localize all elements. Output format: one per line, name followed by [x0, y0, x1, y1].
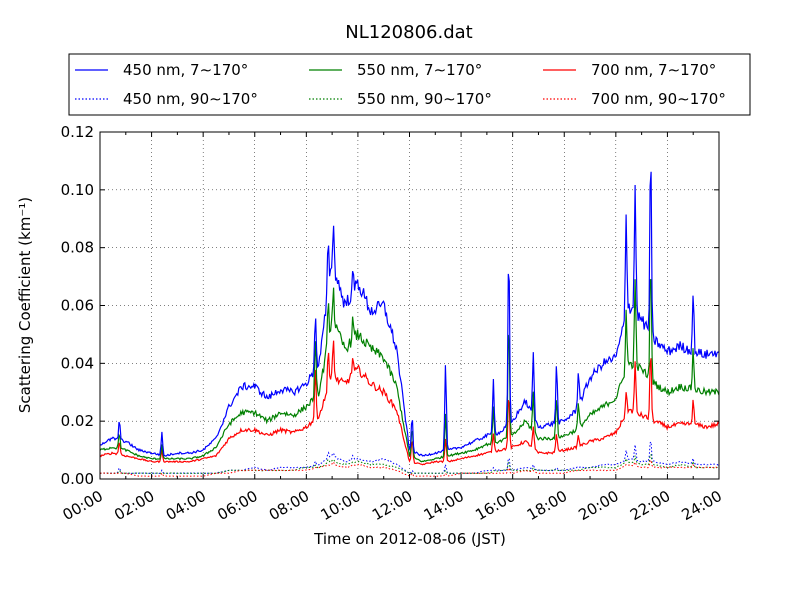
series-line-1 [99, 171, 720, 457]
x-tick-label: 18:00 [524, 487, 570, 524]
y-tick-label: 0.06 [61, 297, 94, 315]
x-tick-label: 06:00 [214, 487, 260, 524]
legend-label-5: 550 nm, 90∼170° [357, 90, 492, 108]
x-tick-label: 10:00 [317, 487, 363, 524]
legend: 450 nm, 7∼170° 550 nm, 7∼170° 700 nm, 7∼17… [68, 53, 751, 116]
x-tick-label: 04:00 [163, 487, 209, 524]
y-tick-label: 0.00 [61, 470, 94, 488]
plot-area [99, 131, 720, 480]
ticks [99, 131, 720, 480]
x-tick-label: 20:00 [575, 487, 621, 524]
x-tick-label: 24:00 [679, 487, 725, 524]
legend-box [68, 53, 751, 116]
x-tick-label: 14:00 [421, 487, 467, 524]
y-tick-label: 0.12 [61, 123, 94, 141]
chart-title: NL120806.dat [345, 22, 472, 43]
x-axis-label: Time on 2012-08-06 (JST) [313, 530, 506, 548]
y-tick-label: 0.08 [61, 239, 94, 257]
series-line-3 [99, 340, 720, 466]
x-tick-label: 08:00 [266, 487, 312, 524]
y-tick-label: 0.04 [61, 354, 94, 372]
legend-label-6: 700 nm, 90∼170° [591, 90, 726, 108]
legend-label-2: 550 nm, 7∼170° [357, 61, 482, 79]
legend-label-4: 450 nm, 90∼170° [123, 90, 258, 108]
x-tick-label: 16:00 [472, 487, 518, 524]
x-tick-label: 02:00 [111, 487, 157, 524]
grid [100, 132, 719, 479]
y-axis-label: Scattering Coefficient (km⁻¹) [16, 197, 34, 413]
legend-label-3: 700 nm, 7∼170° [591, 61, 716, 79]
x-tick-label: 12:00 [369, 487, 415, 524]
x-tick-label: 00:00 [60, 487, 106, 524]
x-tick-label: 22:00 [627, 487, 673, 524]
y-tick-labels: 0.00 0.02 0.04 0.06 0.08 0.10 0.12 [61, 123, 94, 488]
legend-label-1: 450 nm, 7∼170° [123, 61, 248, 79]
series-layer [99, 171, 720, 477]
x-tick-labels: 00:00 02:00 04:00 06:00 08:00 10:00 12:00 14:00… [60, 487, 725, 524]
y-tick-label: 0.10 [61, 181, 94, 199]
y-tick-label: 0.02 [61, 412, 94, 430]
series-line-2 [99, 279, 720, 463]
